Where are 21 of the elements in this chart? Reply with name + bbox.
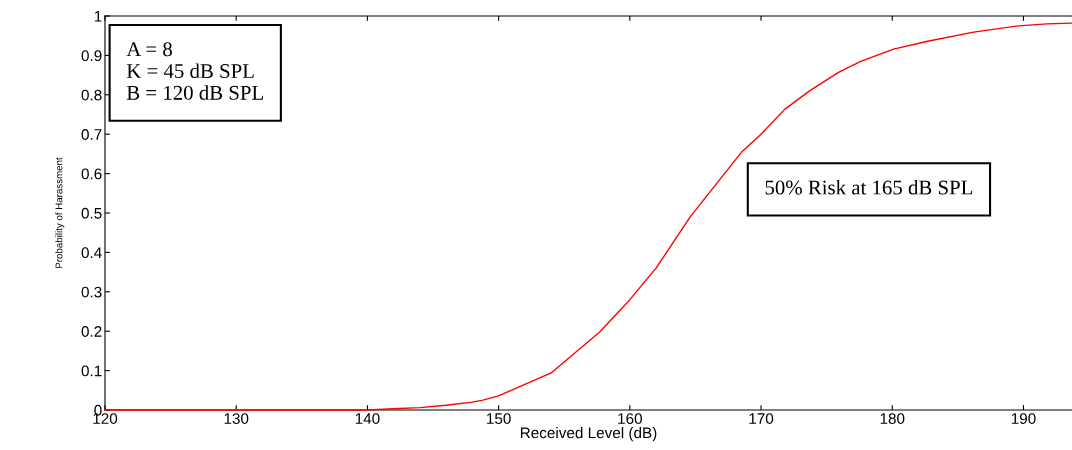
y-tick-label: 0.4 [81,247,102,259]
y-tick-label: 0.8 [81,89,102,101]
x-tick-label: 160 [618,413,642,424]
y-axis-title: Probability of Harassment [55,157,65,268]
x-tick-label: 170 [749,413,774,424]
annotation: 50% Risk at 165 dB SPL [765,179,973,195]
x-tick-label: 140 [355,413,380,424]
y-tick-label: 0.2 [81,326,102,337]
y-tick-label: 0.6 [81,168,102,180]
x-tick-label: 150 [487,413,511,424]
x-tick-label: 190 [1011,413,1036,424]
y-tick-label: 0.5 [81,207,102,219]
y-tick-label: 1 [94,11,102,22]
x-tick-label: 180 [880,413,905,424]
y-tick-label: 0.3 [81,286,102,298]
x-axis-title: Received Level (dB) [520,427,657,442]
x-tick-label: 130 [224,413,249,424]
y-tick-label: 0.9 [81,50,102,62]
y-tick-label: 0.7 [81,129,102,140]
annotation: A = 8 K = 45 dB SPL B = 120 dB SPL [126,42,263,100]
y-tick-label: 0.1 [81,365,102,377]
